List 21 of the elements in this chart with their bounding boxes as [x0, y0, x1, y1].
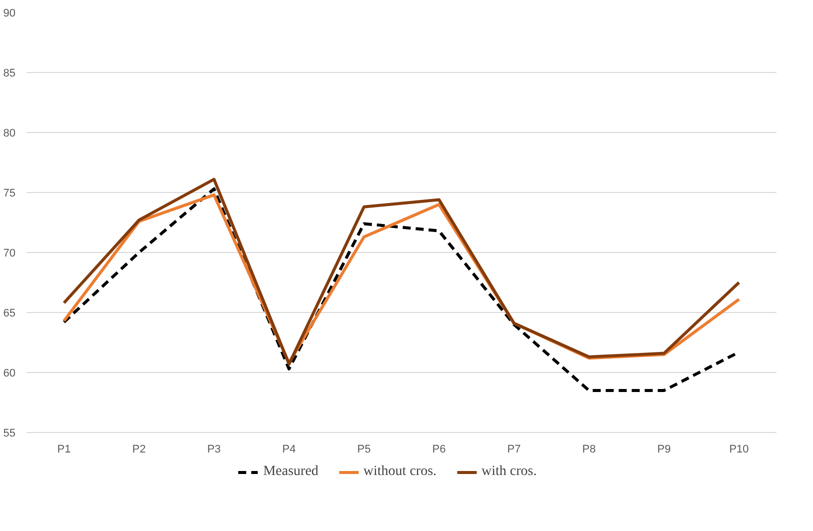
- legend-label: with cros.: [482, 464, 537, 480]
- x-tick-label: P3: [207, 444, 221, 456]
- legend-label: Measured: [263, 464, 318, 480]
- x-tick-label: P9: [657, 444, 671, 456]
- x-tick-label: P5: [357, 444, 371, 456]
- y-tick-label: 80: [3, 128, 16, 140]
- y-tick-label: 60: [3, 368, 16, 380]
- x-tick-label: P2: [132, 444, 146, 456]
- y-tick-label: 70: [3, 248, 16, 260]
- y-tick-label: 85: [3, 68, 16, 80]
- y-tick-label: 65: [3, 308, 16, 320]
- y-tick-label: 90: [3, 8, 16, 20]
- x-tick-label: P1: [57, 444, 71, 456]
- x-tick-label: P8: [582, 444, 596, 456]
- x-tick-label: P10: [729, 444, 749, 456]
- x-tick-label: P7: [507, 444, 521, 456]
- y-tick-label: 75: [3, 188, 16, 200]
- y-tick-label: 55: [3, 428, 16, 440]
- legend-label: without cros.: [363, 464, 437, 480]
- x-tick-label: P6: [432, 444, 446, 456]
- x-tick-label: P4: [282, 444, 296, 456]
